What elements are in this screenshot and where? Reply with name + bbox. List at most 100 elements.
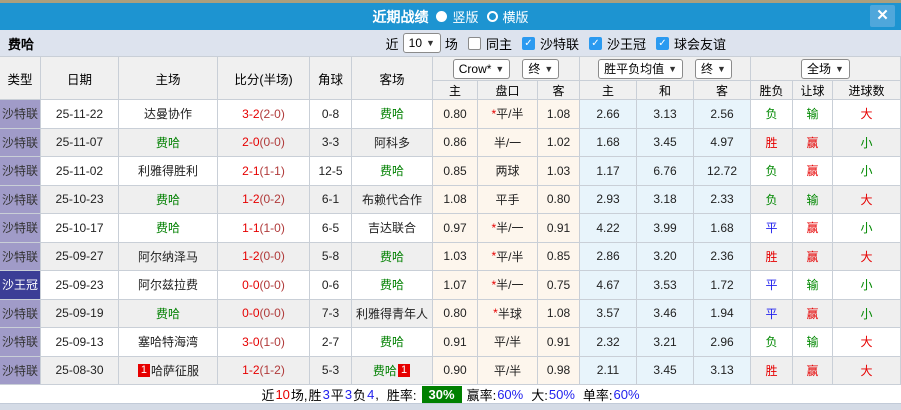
table-row: 沙特联 25-09-27 阿尔纳泽马 1-2 (0-0) 5-8 费哈 1.03 …	[0, 242, 901, 271]
home-team-cell: 1 哈萨征服	[119, 356, 218, 385]
corners: 5-3	[310, 356, 352, 385]
halftime-score: (0-0)	[259, 306, 285, 321]
radio-unselected-icon[interactable]	[486, 11, 498, 22]
halftime-score: (2-0)	[259, 106, 285, 121]
popup-top-border	[0, 0, 901, 3]
odds-home: 4.22	[580, 214, 637, 243]
big-rate-value: 50%	[548, 386, 575, 402]
odds-draw: 3.13	[637, 100, 694, 129]
home-team: 塞哈特海湾	[137, 335, 198, 350]
view-horizontal-label[interactable]: 横版	[502, 10, 529, 25]
home-team-cell: 费哈	[119, 214, 218, 243]
table-row: 沙特联 25-10-23 费哈 1-2 (0-2) 6-1 布赖代合作 1.08 …	[0, 185, 901, 214]
odds-home: 1.68	[580, 128, 637, 157]
ah-away-odds: 0.80	[538, 185, 580, 214]
close-button[interactable]: ✕	[870, 5, 895, 27]
ah-home-odds: 0.97	[433, 214, 478, 243]
odds-away: 1.94	[694, 299, 751, 328]
wdl-group-header: 胜平负均值 ▼ 终 ▼	[580, 57, 751, 81]
same-home-label[interactable]: 同主	[485, 36, 512, 52]
saudi-league-label[interactable]: 沙特联	[539, 36, 579, 52]
match-date: 25-09-13	[41, 328, 119, 357]
wdl-mode-select[interactable]: 胜平负均值 ▼	[598, 58, 683, 79]
odds-company-select[interactable]: Crow* ▼	[452, 58, 511, 79]
results-table: 沙特联 25-11-22 达曼协作 3-2 (2-0) 0-8 费哈 0.80 *…	[0, 100, 901, 385]
ah-group-header: Crow* ▼ 终 ▼	[433, 57, 580, 81]
club-friendly-checkbox[interactable]: ✓	[655, 36, 669, 50]
red-card-badge: 1	[137, 363, 151, 377]
view-horizontal-option[interactable]: 横版	[486, 7, 529, 26]
match-type: 沙特联	[0, 328, 41, 357]
club-friendly-label[interactable]: 球会友谊	[673, 36, 726, 52]
result-goals: 小	[833, 299, 901, 328]
fulltime-score: 1-2	[242, 363, 260, 378]
fulltime-score: 2-1	[242, 163, 260, 178]
result-goals: 小	[833, 214, 901, 243]
chevron-down-icon: ▼	[717, 63, 726, 74]
ah-home-odds: 1.08	[433, 185, 478, 214]
halftime-score: (1-0)	[259, 220, 285, 235]
away-team: 费哈	[379, 335, 404, 350]
view-vertical-label[interactable]: 竖版	[452, 10, 479, 25]
radio-selected-icon[interactable]	[436, 11, 448, 22]
col-header-odds-home: 主	[580, 81, 637, 100]
home-team: 阿尔纳泽马	[137, 249, 198, 264]
ah-home-odds: 0.85	[433, 157, 478, 186]
col-header-result-wdl: 胜负	[751, 81, 793, 100]
ah-line: 平/半	[478, 356, 538, 385]
score-cell: 1-2 (1-2)	[218, 356, 310, 385]
draw-count: 3	[344, 386, 353, 402]
col-header-result-ah: 让球	[793, 81, 833, 100]
table-row: 沙王冠 25-09-23 阿尔兹拉费 0-0 (0-0) 0-6 费哈 1.07 …	[0, 271, 901, 300]
ah-away-odds: 1.03	[538, 157, 580, 186]
halftime-score: (0-0)	[259, 135, 285, 150]
away-team: 布赖代合作	[361, 192, 422, 207]
near-label: 近	[385, 36, 399, 52]
home-team-cell: 费哈	[119, 185, 218, 214]
home-team: 费哈	[155, 221, 180, 236]
result-ah: 赢	[793, 242, 833, 271]
changed-line-star: *	[491, 220, 497, 235]
ah-home-odds: 0.86	[433, 128, 478, 157]
same-home-checkbox[interactable]	[467, 36, 481, 50]
chevron-down-icon: ▼	[835, 63, 844, 74]
wdl-time-select[interactable]: 终 ▼	[695, 58, 732, 79]
ah-time-select[interactable]: 终 ▼	[522, 58, 560, 79]
saudi-cup-label[interactable]: 沙王冠	[606, 36, 646, 52]
away-team-cell: 费哈	[352, 157, 433, 186]
halftime-score: (0-2)	[259, 192, 285, 207]
odds-home: 4.67	[580, 271, 637, 300]
filter-bar: 费哈 近 10 ▼ 场 同主 ✓ 沙特联 ✓ 沙王冠 ✓ 球会友谊	[0, 30, 901, 57]
table-header: 类型 日期 主场 比分(半场) 角球 客场 Crow* ▼ 终 ▼ 胜平负均值 ▼ 终…	[0, 57, 901, 100]
odds-away: 3.13	[694, 356, 751, 385]
saudi-cup-checkbox[interactable]: ✓	[588, 36, 602, 50]
scope-select[interactable]: 全场 ▼	[801, 58, 850, 79]
match-date: 25-11-02	[41, 157, 119, 186]
home-team-cell: 费哈	[119, 299, 218, 328]
odds-away: 1.68	[694, 214, 751, 243]
score-cell: 2-1 (1-1)	[218, 157, 310, 186]
col-header-odds-away: 客	[694, 81, 751, 100]
table-row: 沙特联 25-09-13 塞哈特海湾 3-0 (1-0) 2-7 费哈 0.91 …	[0, 328, 901, 357]
corners: 12-5	[310, 157, 352, 186]
ah-line: 两球	[478, 157, 538, 186]
ah-away-odds: 1.08	[538, 100, 580, 129]
match-date: 25-09-19	[41, 299, 119, 328]
odds-home: 2.66	[580, 100, 637, 129]
team-name: 费哈	[8, 36, 35, 52]
red-card-badge: 1	[397, 363, 411, 377]
view-vertical-option[interactable]: 竖版	[436, 7, 479, 26]
rounds-select[interactable]: 10 ▼	[402, 33, 441, 53]
odds-draw: 3.53	[637, 271, 694, 300]
changed-line-star: *	[491, 106, 497, 121]
match-type: 沙特联	[0, 185, 41, 214]
ah-rate-value: 60%	[497, 386, 524, 402]
summary-count: 10	[275, 386, 290, 402]
corners: 2-7	[310, 328, 352, 357]
changed-line-star: *	[493, 306, 498, 321]
halftime-score: (0-0)	[259, 249, 285, 264]
col-header-home: 主场	[119, 57, 218, 100]
saudi-league-checkbox[interactable]: ✓	[521, 36, 535, 50]
odds-draw: 3.99	[637, 214, 694, 243]
